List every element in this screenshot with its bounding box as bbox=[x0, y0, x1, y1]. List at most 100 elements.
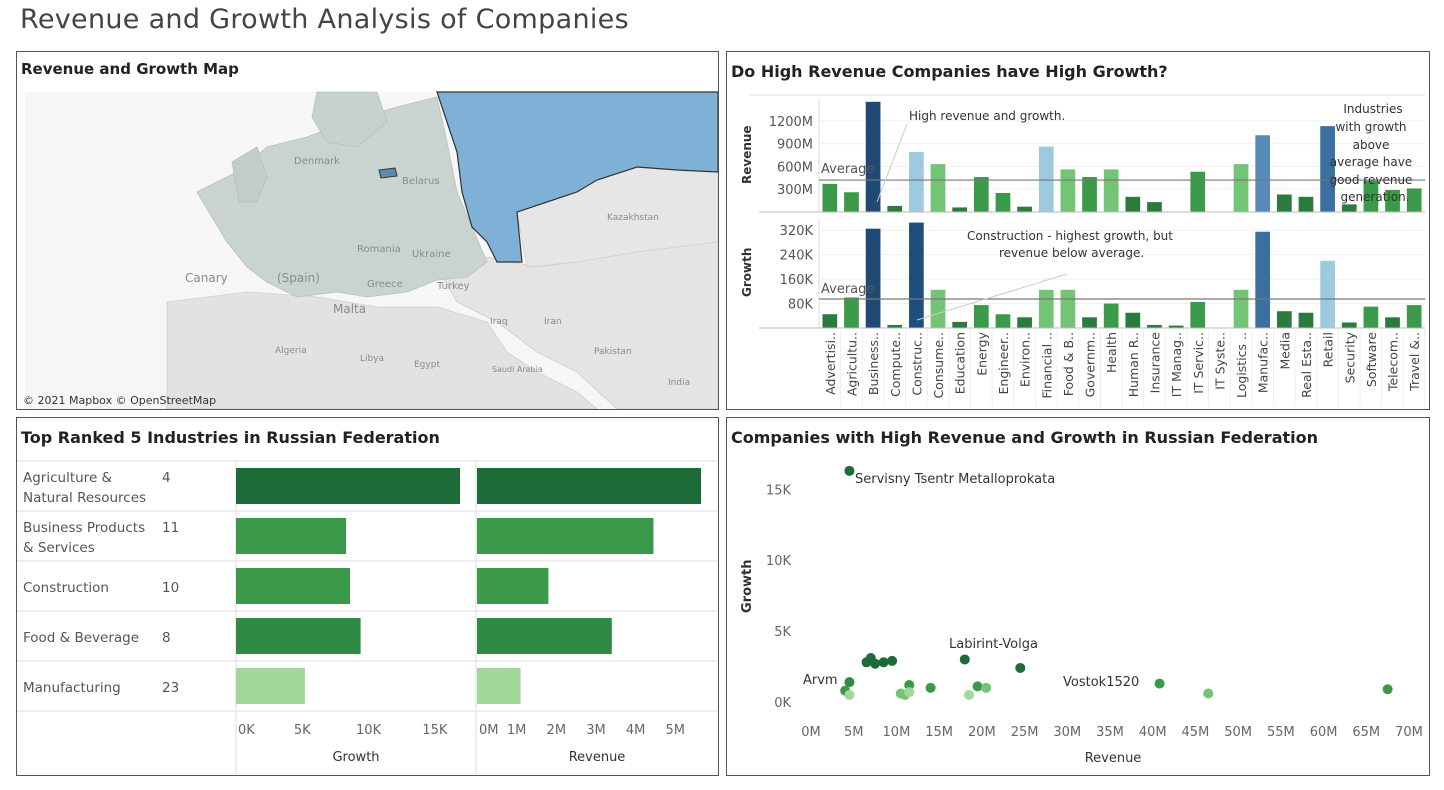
x-tick-label: 65M bbox=[1352, 725, 1380, 740]
bar bbox=[909, 151, 924, 212]
rank-bar bbox=[477, 468, 702, 504]
bar bbox=[1190, 171, 1206, 212]
map-label: Iraq bbox=[490, 317, 508, 327]
rank-bar bbox=[477, 568, 549, 604]
map-label: Saudi Arabia bbox=[492, 365, 543, 374]
x-tick-label: Media bbox=[1277, 332, 1292, 370]
x-tick-label: Engineer.. bbox=[996, 332, 1011, 394]
map-land-britain bbox=[231, 146, 268, 203]
x-tick-label: Agricultu.. bbox=[844, 332, 859, 396]
industry-name: Business Products bbox=[23, 520, 145, 536]
x-tick-label: Compute.. bbox=[888, 332, 903, 397]
bar bbox=[1038, 146, 1054, 212]
x-tick-label: Telecom.. bbox=[1386, 332, 1401, 392]
map-label: Libya bbox=[360, 354, 384, 364]
y-tick-label: 600M bbox=[777, 160, 813, 175]
scatter-ylabel: Growth bbox=[740, 560, 755, 614]
annotation-construction-2: revenue below average. bbox=[999, 246, 1144, 260]
x-tick-label: 1M bbox=[507, 723, 527, 738]
annotation-industries: generation. bbox=[1340, 190, 1409, 204]
scatter-point bbox=[870, 658, 881, 669]
y-tick-label: 5K bbox=[774, 625, 791, 640]
rank-bar bbox=[477, 618, 612, 654]
dashboard-title: Revenue and Growth Analysis of Companies bbox=[20, 4, 629, 35]
bar bbox=[1255, 231, 1271, 328]
map-label: Romania bbox=[357, 244, 401, 255]
bar-chart[interactable]: Revenue Growth 300M 600M 900M 1200M 80K 160K… bbox=[727, 52, 1429, 409]
scatter-point bbox=[844, 677, 855, 688]
bar bbox=[1320, 260, 1335, 328]
x-tick-label: Health bbox=[1104, 332, 1119, 373]
bar bbox=[822, 314, 838, 328]
bar bbox=[930, 164, 946, 212]
label-vostok: Vostok1520 bbox=[1063, 675, 1139, 690]
bar bbox=[973, 177, 989, 212]
bar bbox=[1276, 194, 1292, 212]
x-tick-label: Human R.. bbox=[1126, 332, 1141, 397]
bar bbox=[1125, 312, 1141, 328]
x-tick-label: 4M bbox=[626, 723, 646, 738]
bar bbox=[1363, 180, 1379, 212]
scatter-point bbox=[972, 681, 983, 692]
bar bbox=[973, 305, 989, 328]
label-arvm: Arvm bbox=[803, 673, 838, 688]
bar bbox=[1298, 312, 1314, 328]
bar bbox=[1147, 324, 1162, 328]
industry-rank: 10 bbox=[162, 580, 179, 596]
bar bbox=[1103, 303, 1119, 328]
bar bbox=[930, 289, 946, 328]
ranked-bar-chart[interactable]: Agriculture & Natural Resources 4 Business … bbox=[17, 418, 718, 775]
bar bbox=[1017, 206, 1032, 212]
scatter-panel-title: Companies with High Revenue and Growth i… bbox=[731, 428, 1318, 447]
scatter-point bbox=[1015, 662, 1026, 673]
map-label: Egypt bbox=[414, 360, 440, 370]
x-tick-label: 2M bbox=[547, 723, 567, 738]
industry-rank: 11 bbox=[162, 520, 179, 536]
scatter-point bbox=[878, 657, 889, 668]
scatter-point bbox=[904, 679, 915, 690]
x-tick-label: 5K bbox=[294, 723, 311, 738]
bar bbox=[995, 193, 1011, 212]
rank-bar bbox=[477, 668, 521, 704]
map-land-middleeast bbox=[436, 231, 718, 409]
map-land-europe bbox=[196, 96, 488, 298]
bar bbox=[1038, 289, 1054, 328]
annotation-industries: above bbox=[1353, 138, 1390, 152]
bar bbox=[1255, 135, 1271, 212]
bar bbox=[1082, 177, 1097, 212]
bar bbox=[1233, 289, 1249, 328]
annotation-line bbox=[916, 273, 1068, 321]
bar bbox=[1147, 202, 1162, 212]
x-tick-label: Governm.. bbox=[1083, 332, 1098, 397]
revenue-axis-title: Revenue bbox=[569, 750, 626, 765]
scatter-panel: Companies with High Revenue and Growth i… bbox=[726, 417, 1430, 776]
x-tick-label: 10M bbox=[883, 725, 911, 740]
x-tick-label: Insurance bbox=[1147, 332, 1162, 394]
x-tick-label: 5M bbox=[844, 725, 864, 740]
scatter-point bbox=[1203, 688, 1214, 699]
avg-label-bottom: Average bbox=[821, 282, 874, 297]
bar bbox=[1276, 311, 1292, 328]
map-label: Denmark bbox=[294, 156, 340, 167]
revenue-growth-bar-panel: Do High Revenue Companies have High Grow… bbox=[726, 51, 1430, 410]
x-tick-label: Software bbox=[1364, 332, 1379, 387]
annotation-line bbox=[876, 123, 908, 203]
scatter-point bbox=[904, 687, 915, 698]
map-label: (Spain) bbox=[277, 271, 320, 285]
x-tick-label: Education bbox=[953, 332, 968, 394]
y-tick-label: 15K bbox=[766, 483, 792, 498]
rank-bar bbox=[477, 518, 654, 554]
scatter-point bbox=[1154, 678, 1165, 689]
x-tick-label: Advertisi.. bbox=[823, 332, 838, 395]
x-tick-label: 60M bbox=[1310, 725, 1338, 740]
map-canvas[interactable]: Denmark Belarus Ukraine Romania Kazakhst… bbox=[17, 52, 718, 409]
industry-rank: 4 bbox=[162, 470, 171, 486]
x-tick-label: Travel &.. bbox=[1407, 332, 1422, 392]
bar bbox=[1060, 289, 1076, 328]
scatter-chart[interactable]: 0M 5M 10M 15M 20M 25M 30M 35M 40M 45M 50M 55M 60M 65M… bbox=[727, 418, 1429, 775]
industry-rank: 23 bbox=[162, 680, 179, 696]
bar bbox=[887, 324, 903, 328]
label-servisny: Servisny Tsentr Metalloprokata bbox=[855, 472, 1055, 487]
bar bbox=[1341, 204, 1357, 212]
bar bbox=[1363, 306, 1379, 328]
